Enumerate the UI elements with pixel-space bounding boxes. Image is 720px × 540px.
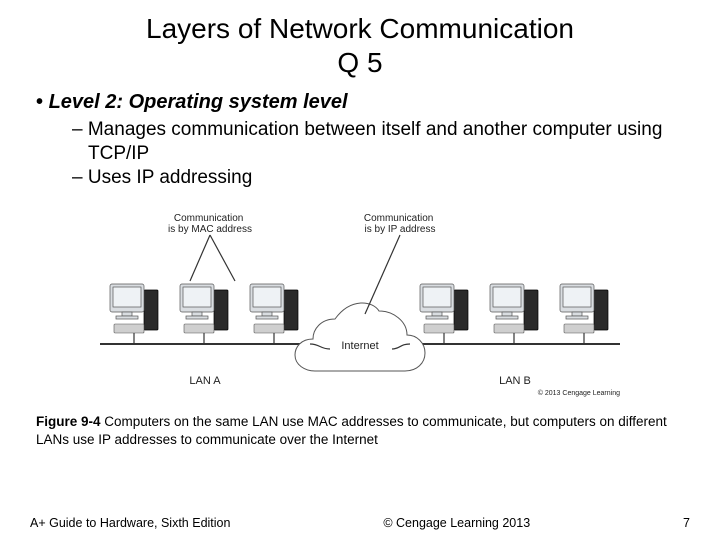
bullet-level-2: Uses IP addressing bbox=[72, 166, 690, 190]
page-number: 7 bbox=[683, 516, 690, 530]
footer-center: © Cengage Learning 2013 bbox=[230, 510, 683, 530]
slide: Layers of Network Communication Q 5 Leve… bbox=[0, 0, 720, 540]
title-line-2: Q 5 bbox=[337, 47, 382, 78]
svg-text:Communication is by MA: Communication is by MAC address bbox=[168, 213, 252, 235]
slide-title: Layers of Network Communication Q 5 bbox=[30, 12, 690, 79]
title-line-1: Layers of Network Communication bbox=[146, 13, 574, 44]
footer-left: A+ Guide to Hardware, Sixth Edition bbox=[30, 516, 230, 530]
diagram-copyright: © 2013 Cengage Learning bbox=[538, 389, 620, 397]
figure-caption: Figure 9-4 Computers on the same LAN use… bbox=[36, 413, 684, 448]
bullet-level-1: Level 2: Operating system level bbox=[36, 91, 690, 114]
figure-diagram: Internet bbox=[30, 199, 690, 399]
network-diagram-svg: Internet bbox=[80, 199, 640, 399]
svg-text:Communication is by IP: Communication is by IP address bbox=[364, 213, 436, 235]
pc-group-lan-b bbox=[420, 284, 608, 344]
slide-footer: A+ Guide to Hardware, Sixth Edition © Ce… bbox=[30, 510, 690, 530]
lan-b-label: LAN B bbox=[499, 375, 531, 387]
caption-text: Computers on the same LAN use MAC addres… bbox=[36, 414, 667, 447]
bullet-level-2: Manages communication between itself and… bbox=[72, 118, 690, 166]
caption-label: Figure 9-4 bbox=[36, 414, 101, 429]
internet-label: Internet bbox=[341, 340, 378, 352]
pc-group-lan-a bbox=[110, 284, 298, 344]
lan-a-label: LAN A bbox=[189, 375, 221, 387]
